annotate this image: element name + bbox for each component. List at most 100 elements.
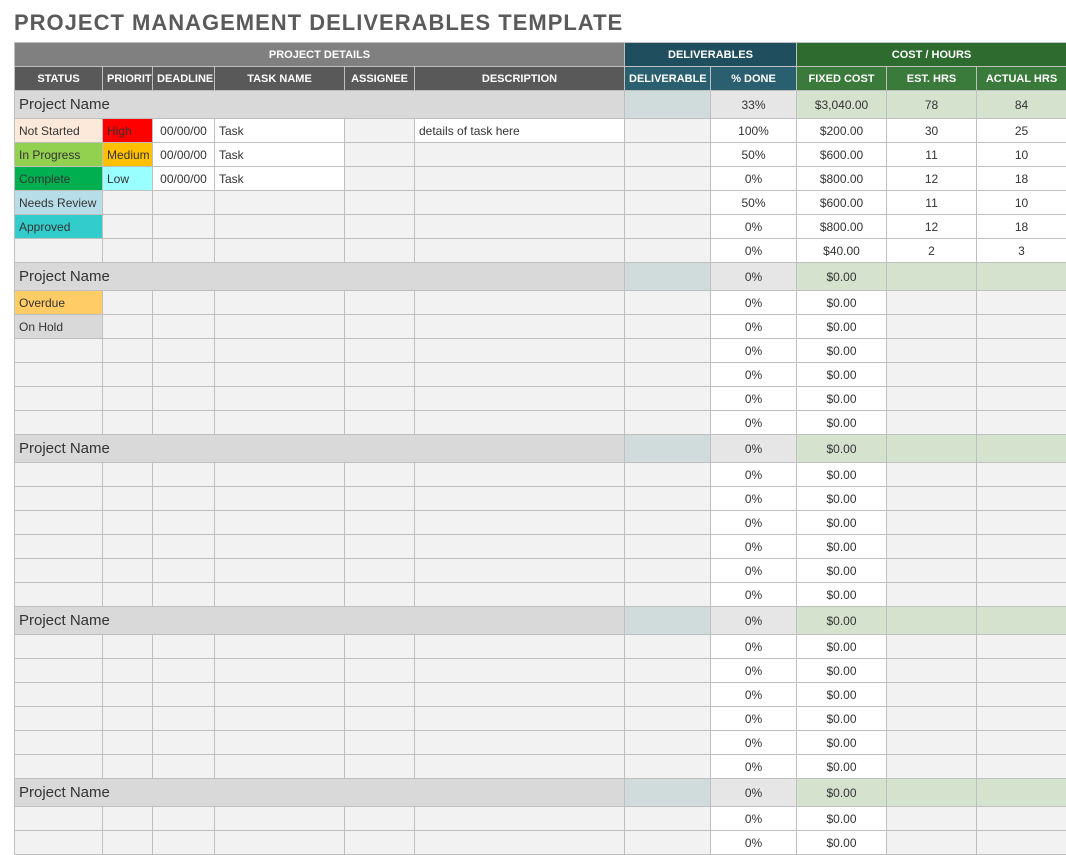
deliverable-cell[interactable]: [625, 755, 711, 779]
fixed-cost-cell[interactable]: $0.00: [797, 387, 887, 411]
status-cell[interactable]: Not Started: [15, 119, 103, 143]
assignee-cell[interactable]: [345, 707, 415, 731]
deliverable-cell[interactable]: [625, 387, 711, 411]
assignee-cell[interactable]: [345, 559, 415, 583]
assignee-cell[interactable]: [345, 167, 415, 191]
fixed-cost-cell[interactable]: $0.00: [797, 511, 887, 535]
fixed-cost-cell[interactable]: $600.00: [797, 191, 887, 215]
done-cell[interactable]: 0%: [711, 707, 797, 731]
done-cell[interactable]: 0%: [711, 583, 797, 607]
deadline-cell[interactable]: [153, 731, 215, 755]
actual-hrs-cell[interactable]: [977, 535, 1066, 559]
done-cell[interactable]: 0%: [711, 659, 797, 683]
deadline-cell[interactable]: [153, 463, 215, 487]
status-cell[interactable]: Complete: [15, 167, 103, 191]
done-cell[interactable]: 0%: [711, 807, 797, 831]
description-cell[interactable]: [415, 731, 625, 755]
deadline-cell[interactable]: 00/00/00: [153, 143, 215, 167]
priority-cell[interactable]: [103, 239, 153, 263]
task-cell[interactable]: Task: [215, 167, 345, 191]
deadline-cell[interactable]: [153, 411, 215, 435]
priority-cell[interactable]: [103, 463, 153, 487]
description-cell[interactable]: [415, 463, 625, 487]
est-hrs-cell[interactable]: 12: [887, 215, 977, 239]
deliverable-cell[interactable]: [625, 315, 711, 339]
actual-hrs-cell[interactable]: [977, 339, 1066, 363]
description-cell[interactable]: [415, 215, 625, 239]
actual-hrs-cell[interactable]: 10: [977, 143, 1066, 167]
est-hrs-cell[interactable]: [887, 707, 977, 731]
actual-hrs-cell[interactable]: 10: [977, 191, 1066, 215]
est-hrs-cell[interactable]: [887, 731, 977, 755]
fixed-cost-cell[interactable]: $0.00: [797, 755, 887, 779]
est-hrs-cell[interactable]: [887, 363, 977, 387]
deliverable-cell[interactable]: [625, 143, 711, 167]
assignee-cell[interactable]: [345, 807, 415, 831]
assignee-cell[interactable]: [345, 363, 415, 387]
done-cell[interactable]: 0%: [711, 559, 797, 583]
description-cell[interactable]: [415, 755, 625, 779]
task-cell[interactable]: [215, 363, 345, 387]
actual-hrs-cell[interactable]: [977, 363, 1066, 387]
done-cell[interactable]: 0%: [711, 339, 797, 363]
deliverable-cell[interactable]: [625, 339, 711, 363]
deliverable-cell[interactable]: [625, 411, 711, 435]
deadline-cell[interactable]: [153, 387, 215, 411]
task-cell[interactable]: [215, 463, 345, 487]
assignee-cell[interactable]: [345, 635, 415, 659]
est-hrs-cell[interactable]: [887, 583, 977, 607]
est-hrs-cell[interactable]: [887, 807, 977, 831]
fixed-cost-cell[interactable]: $0.00: [797, 707, 887, 731]
priority-cell[interactable]: [103, 387, 153, 411]
actual-hrs-cell[interactable]: [977, 807, 1066, 831]
actual-hrs-cell[interactable]: [977, 463, 1066, 487]
priority-cell[interactable]: [103, 215, 153, 239]
actual-hrs-cell[interactable]: 18: [977, 167, 1066, 191]
deadline-cell[interactable]: 00/00/00: [153, 119, 215, 143]
done-cell[interactable]: 50%: [711, 191, 797, 215]
actual-hrs-cell[interactable]: [977, 731, 1066, 755]
priority-cell[interactable]: [103, 535, 153, 559]
assignee-cell[interactable]: [345, 411, 415, 435]
task-cell[interactable]: [215, 411, 345, 435]
description-cell[interactable]: details of task here: [415, 119, 625, 143]
priority-cell[interactable]: [103, 807, 153, 831]
status-cell[interactable]: [15, 731, 103, 755]
deliverable-cell[interactable]: [625, 291, 711, 315]
task-cell[interactable]: Task: [215, 119, 345, 143]
status-cell[interactable]: [15, 755, 103, 779]
description-cell[interactable]: [415, 339, 625, 363]
status-cell[interactable]: [15, 659, 103, 683]
deadline-cell[interactable]: [153, 291, 215, 315]
est-hrs-cell[interactable]: 30: [887, 119, 977, 143]
est-hrs-cell[interactable]: [887, 339, 977, 363]
status-cell[interactable]: Needs Review: [15, 191, 103, 215]
assignee-cell[interactable]: [345, 315, 415, 339]
assignee-cell[interactable]: [345, 683, 415, 707]
description-cell[interactable]: [415, 559, 625, 583]
task-cell[interactable]: [215, 731, 345, 755]
done-cell[interactable]: 0%: [711, 215, 797, 239]
fixed-cost-cell[interactable]: $0.00: [797, 583, 887, 607]
est-hrs-cell[interactable]: [887, 315, 977, 339]
deliverable-cell[interactable]: [625, 363, 711, 387]
section-name-cell[interactable]: Project Name: [15, 263, 625, 291]
description-cell[interactable]: [415, 167, 625, 191]
deadline-cell[interactable]: [153, 635, 215, 659]
status-cell[interactable]: [15, 511, 103, 535]
deadline-cell[interactable]: [153, 755, 215, 779]
section-name-cell[interactable]: Project Name: [15, 435, 625, 463]
done-cell[interactable]: 0%: [711, 363, 797, 387]
priority-cell[interactable]: Low: [103, 167, 153, 191]
assignee-cell[interactable]: [345, 583, 415, 607]
est-hrs-cell[interactable]: [887, 463, 977, 487]
priority-cell[interactable]: [103, 683, 153, 707]
deliverable-cell[interactable]: [625, 215, 711, 239]
fixed-cost-cell[interactable]: $0.00: [797, 315, 887, 339]
description-cell[interactable]: [415, 487, 625, 511]
status-cell[interactable]: On Hold: [15, 315, 103, 339]
est-hrs-cell[interactable]: [887, 559, 977, 583]
priority-cell[interactable]: [103, 707, 153, 731]
est-hrs-cell[interactable]: [887, 411, 977, 435]
priority-cell[interactable]: [103, 583, 153, 607]
